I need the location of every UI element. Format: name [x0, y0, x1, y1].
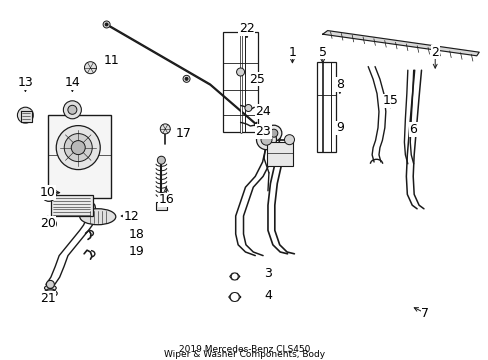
Circle shape [183, 75, 190, 82]
Circle shape [184, 77, 188, 80]
Text: 8: 8 [335, 78, 343, 91]
Circle shape [84, 62, 96, 74]
Bar [266, 142, 293, 166]
Text: 25: 25 [248, 73, 264, 86]
Text: 2: 2 [430, 46, 438, 59]
Text: 13: 13 [18, 76, 33, 89]
Text: 2019 Mercedes-Benz CLS450: 2019 Mercedes-Benz CLS450 [179, 345, 309, 354]
Circle shape [103, 21, 110, 28]
Bar [48, 115, 111, 198]
Circle shape [42, 188, 56, 201]
Circle shape [265, 125, 281, 141]
Circle shape [284, 135, 294, 145]
Text: 1: 1 [288, 46, 296, 59]
Circle shape [264, 132, 267, 135]
Text: 9: 9 [335, 121, 343, 134]
Text: 22: 22 [239, 22, 254, 35]
Circle shape [18, 107, 33, 123]
Circle shape [263, 130, 269, 137]
Circle shape [244, 104, 251, 112]
Circle shape [68, 105, 77, 114]
Circle shape [64, 134, 92, 162]
Text: 3: 3 [264, 267, 271, 280]
Text: 15: 15 [382, 94, 397, 107]
Text: 6: 6 [408, 123, 416, 136]
Circle shape [231, 273, 238, 280]
Circle shape [261, 134, 271, 145]
Text: 17: 17 [175, 127, 191, 140]
Ellipse shape [80, 209, 116, 225]
Circle shape [46, 219, 56, 229]
Text: 10: 10 [40, 186, 56, 199]
Circle shape [256, 130, 276, 150]
Text: 16: 16 [158, 193, 174, 206]
Ellipse shape [44, 285, 56, 291]
Bar [155, 202, 167, 210]
Text: 19: 19 [129, 246, 144, 258]
Polygon shape [229, 273, 239, 280]
Polygon shape [322, 31, 478, 56]
Circle shape [105, 23, 108, 26]
Polygon shape [228, 293, 240, 301]
Circle shape [269, 129, 277, 137]
Text: 21: 21 [40, 292, 56, 305]
Circle shape [56, 126, 100, 170]
Circle shape [46, 280, 54, 288]
Text: 24: 24 [255, 105, 270, 118]
Text: 18: 18 [129, 228, 144, 240]
Circle shape [157, 156, 165, 164]
Circle shape [49, 221, 54, 226]
Text: 12: 12 [123, 210, 139, 222]
Circle shape [230, 292, 239, 302]
Circle shape [63, 101, 81, 119]
Bar [316, 62, 336, 152]
Text: 23: 23 [255, 125, 270, 138]
Text: 20: 20 [40, 217, 56, 230]
Text: 7: 7 [421, 307, 428, 320]
Text: 5: 5 [318, 46, 326, 59]
Text: 14: 14 [64, 76, 80, 89]
Circle shape [71, 141, 85, 154]
Bar [223, 32, 258, 132]
Polygon shape [20, 111, 32, 122]
Ellipse shape [43, 290, 57, 297]
Bar [51, 195, 93, 216]
Text: 4: 4 [264, 289, 271, 302]
Text: 11: 11 [103, 54, 119, 67]
Text: Wiper & Washer Components, Body: Wiper & Washer Components, Body [163, 350, 325, 359]
Circle shape [236, 68, 244, 76]
Circle shape [160, 124, 170, 134]
